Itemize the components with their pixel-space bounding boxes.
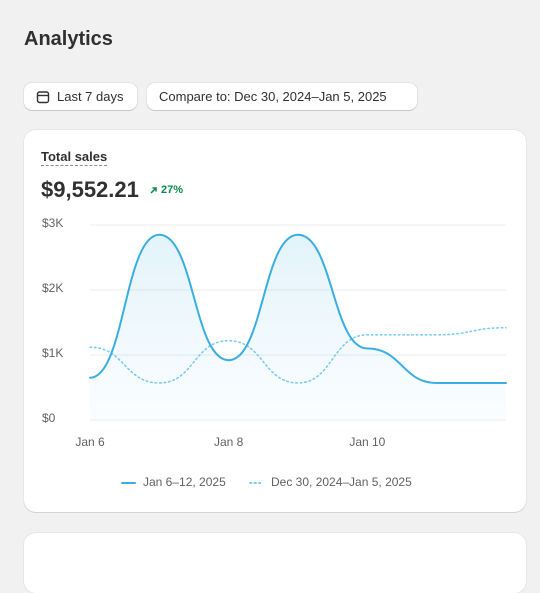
chart: $0 $1K $2K $3K Jan 6 Jan 8 Jan 10 Jan 6–12, 202… [42,216,507,489]
compare-label: Compare to: Dec 30, 2024–Jan 5, 2025 [159,89,387,104]
change-value: 27% [161,184,184,196]
series-line [89,233,507,384]
date-range-label: Last 7 days [57,89,124,104]
y-tick-label: $3K [42,216,63,230]
card-title[interactable]: Total sales [41,149,108,166]
page-title: Analytics [24,28,113,50]
total-value: $9,552.21 [41,177,139,202]
legend-label: Jan 6–12, 2025 [143,475,226,489]
series-area [90,234,506,420]
y-tick-label: $1K [42,346,63,360]
legend-label: Dec 30, 2024–Jan 5, 2025 [271,475,412,489]
x-tick-label: Jan 6 [75,435,105,449]
x-tick-label: Jan 10 [349,435,385,449]
date-range-button[interactable]: Last 7 days [24,83,137,110]
next-card [24,533,526,593]
sales-card: Total sales $9,552.21 27% $0 $1K $2K $3K Jan… [24,130,526,512]
compare-button[interactable]: Compare to: Dec 30, 2024–Jan 5, 2025 [147,83,417,110]
x-tick-label: Jan 8 [214,435,244,449]
up-arrow [150,186,157,194]
page: Analytics Last 7 days Compare to: Dec 30… [24,28,526,593]
y-tick-label: $0 [42,411,56,425]
change-badge: 27% [149,184,183,196]
y-tick-label: $2K [42,281,63,295]
calendar-icon [36,90,50,103]
